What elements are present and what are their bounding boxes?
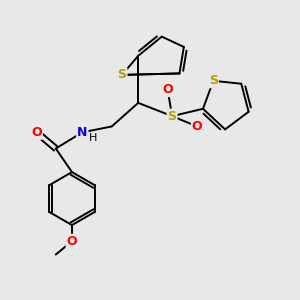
Text: O: O bbox=[162, 83, 173, 96]
Text: O: O bbox=[67, 235, 77, 248]
Text: S: S bbox=[168, 110, 177, 123]
Text: S: S bbox=[118, 68, 127, 81]
Text: S: S bbox=[209, 74, 218, 87]
Text: O: O bbox=[31, 126, 42, 139]
Text: N: N bbox=[77, 126, 88, 139]
Text: O: O bbox=[192, 120, 203, 133]
Text: H: H bbox=[88, 133, 97, 143]
